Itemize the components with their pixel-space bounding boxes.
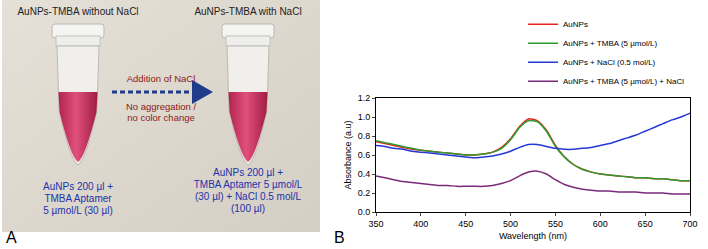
svg-text:TMBA Aptamer: TMBA Aptamer <box>44 193 112 204</box>
svg-text:AuNPs: AuNPs <box>563 20 588 29</box>
svg-text:(100 µl): (100 µl) <box>231 203 265 214</box>
svg-text:AuNPs 200 µl +: AuNPs 200 µl + <box>43 181 113 192</box>
svg-text:0.0: 0.0 <box>358 207 371 217</box>
svg-text:550: 550 <box>548 219 563 229</box>
svg-text:450: 450 <box>458 219 473 229</box>
svg-text:5 µmol/L (30 µl): 5 µmol/L (30 µl) <box>43 205 113 216</box>
svg-text:700: 700 <box>682 219 697 229</box>
svg-text:AuNPs-TMBA with NaCl: AuNPs-TMBA with NaCl <box>194 6 301 17</box>
svg-text:600: 600 <box>593 219 608 229</box>
svg-text:Wavelength (nm): Wavelength (nm) <box>499 231 567 241</box>
html-text:A: A <box>6 229 17 246</box>
svg-text:AuNPs + TMBA (5 µmol/L) + NaCl: AuNPs + TMBA (5 µmol/L) + NaCl <box>563 77 684 86</box>
html-text:B: B <box>334 229 345 246</box>
svg-text:1.2: 1.2 <box>358 93 371 103</box>
svg-text:0.6: 0.6 <box>358 150 371 160</box>
svg-text:AuNPs + TMBA (5 µmol/L): AuNPs + TMBA (5 µmol/L) <box>563 39 657 48</box>
svg-text:no color change: no color change <box>127 112 195 123</box>
svg-text:AuNPs-TMBA without NaCl: AuNPs-TMBA without NaCl <box>17 6 138 17</box>
svg-text:0.4: 0.4 <box>358 169 371 179</box>
svg-text:1.0: 1.0 <box>358 112 371 122</box>
svg-text:500: 500 <box>503 219 518 229</box>
svg-text:Absorbance (a.u): Absorbance (a.u) <box>343 120 353 189</box>
svg-text:650: 650 <box>638 219 653 229</box>
svg-text:TMBA Aptamer 5 µmol/L: TMBA Aptamer 5 µmol/L <box>194 179 303 190</box>
svg-text:350: 350 <box>368 219 383 229</box>
svg-text:Addition of NaCl: Addition of NaCl <box>127 73 196 84</box>
svg-text:0.2: 0.2 <box>358 188 371 198</box>
svg-text:0.8: 0.8 <box>358 131 371 141</box>
svg-text:(30 µl) + NaCl 0.5 mol/L: (30 µl) + NaCl 0.5 mol/L <box>195 191 302 202</box>
svg-text:AuNPs + NaCl (0.5 mol/L): AuNPs + NaCl (0.5 mol/L) <box>563 58 656 67</box>
svg-text:No aggregation /: No aggregation / <box>126 101 197 112</box>
svg-text:AuNPs 200 µl +: AuNPs 200 µl + <box>213 167 283 178</box>
svg-text:400: 400 <box>413 219 428 229</box>
